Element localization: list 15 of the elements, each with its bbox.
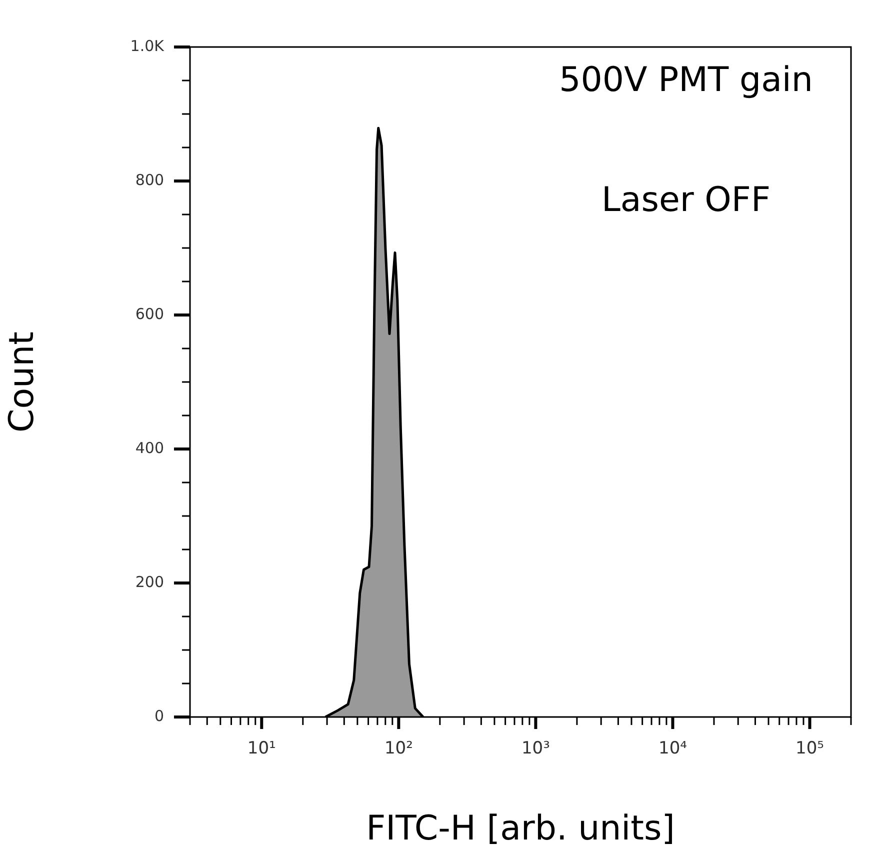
y-tick-label: 1.0K	[130, 36, 166, 55]
x-tick-label: 10⁴	[658, 738, 688, 759]
x-tick-label: 10²	[384, 738, 413, 759]
y-axis-title: Count	[2, 332, 42, 432]
x-tick-label: 10¹	[247, 738, 276, 759]
x-tick-label: 10³	[521, 738, 550, 759]
annotation: Laser OFF	[601, 180, 771, 220]
y-tick-label: 400	[135, 438, 164, 457]
annotation: 500V PMT gain	[559, 60, 813, 100]
y-tick-label: 800	[135, 170, 164, 189]
y-tick-label: 200	[135, 572, 164, 591]
y-tick-label: 0	[154, 706, 164, 725]
x-tick-label: 10⁵	[796, 738, 824, 759]
y-tick-label: 600	[135, 304, 164, 323]
x-axis-title: FITC-H [arb. units]	[366, 808, 675, 848]
